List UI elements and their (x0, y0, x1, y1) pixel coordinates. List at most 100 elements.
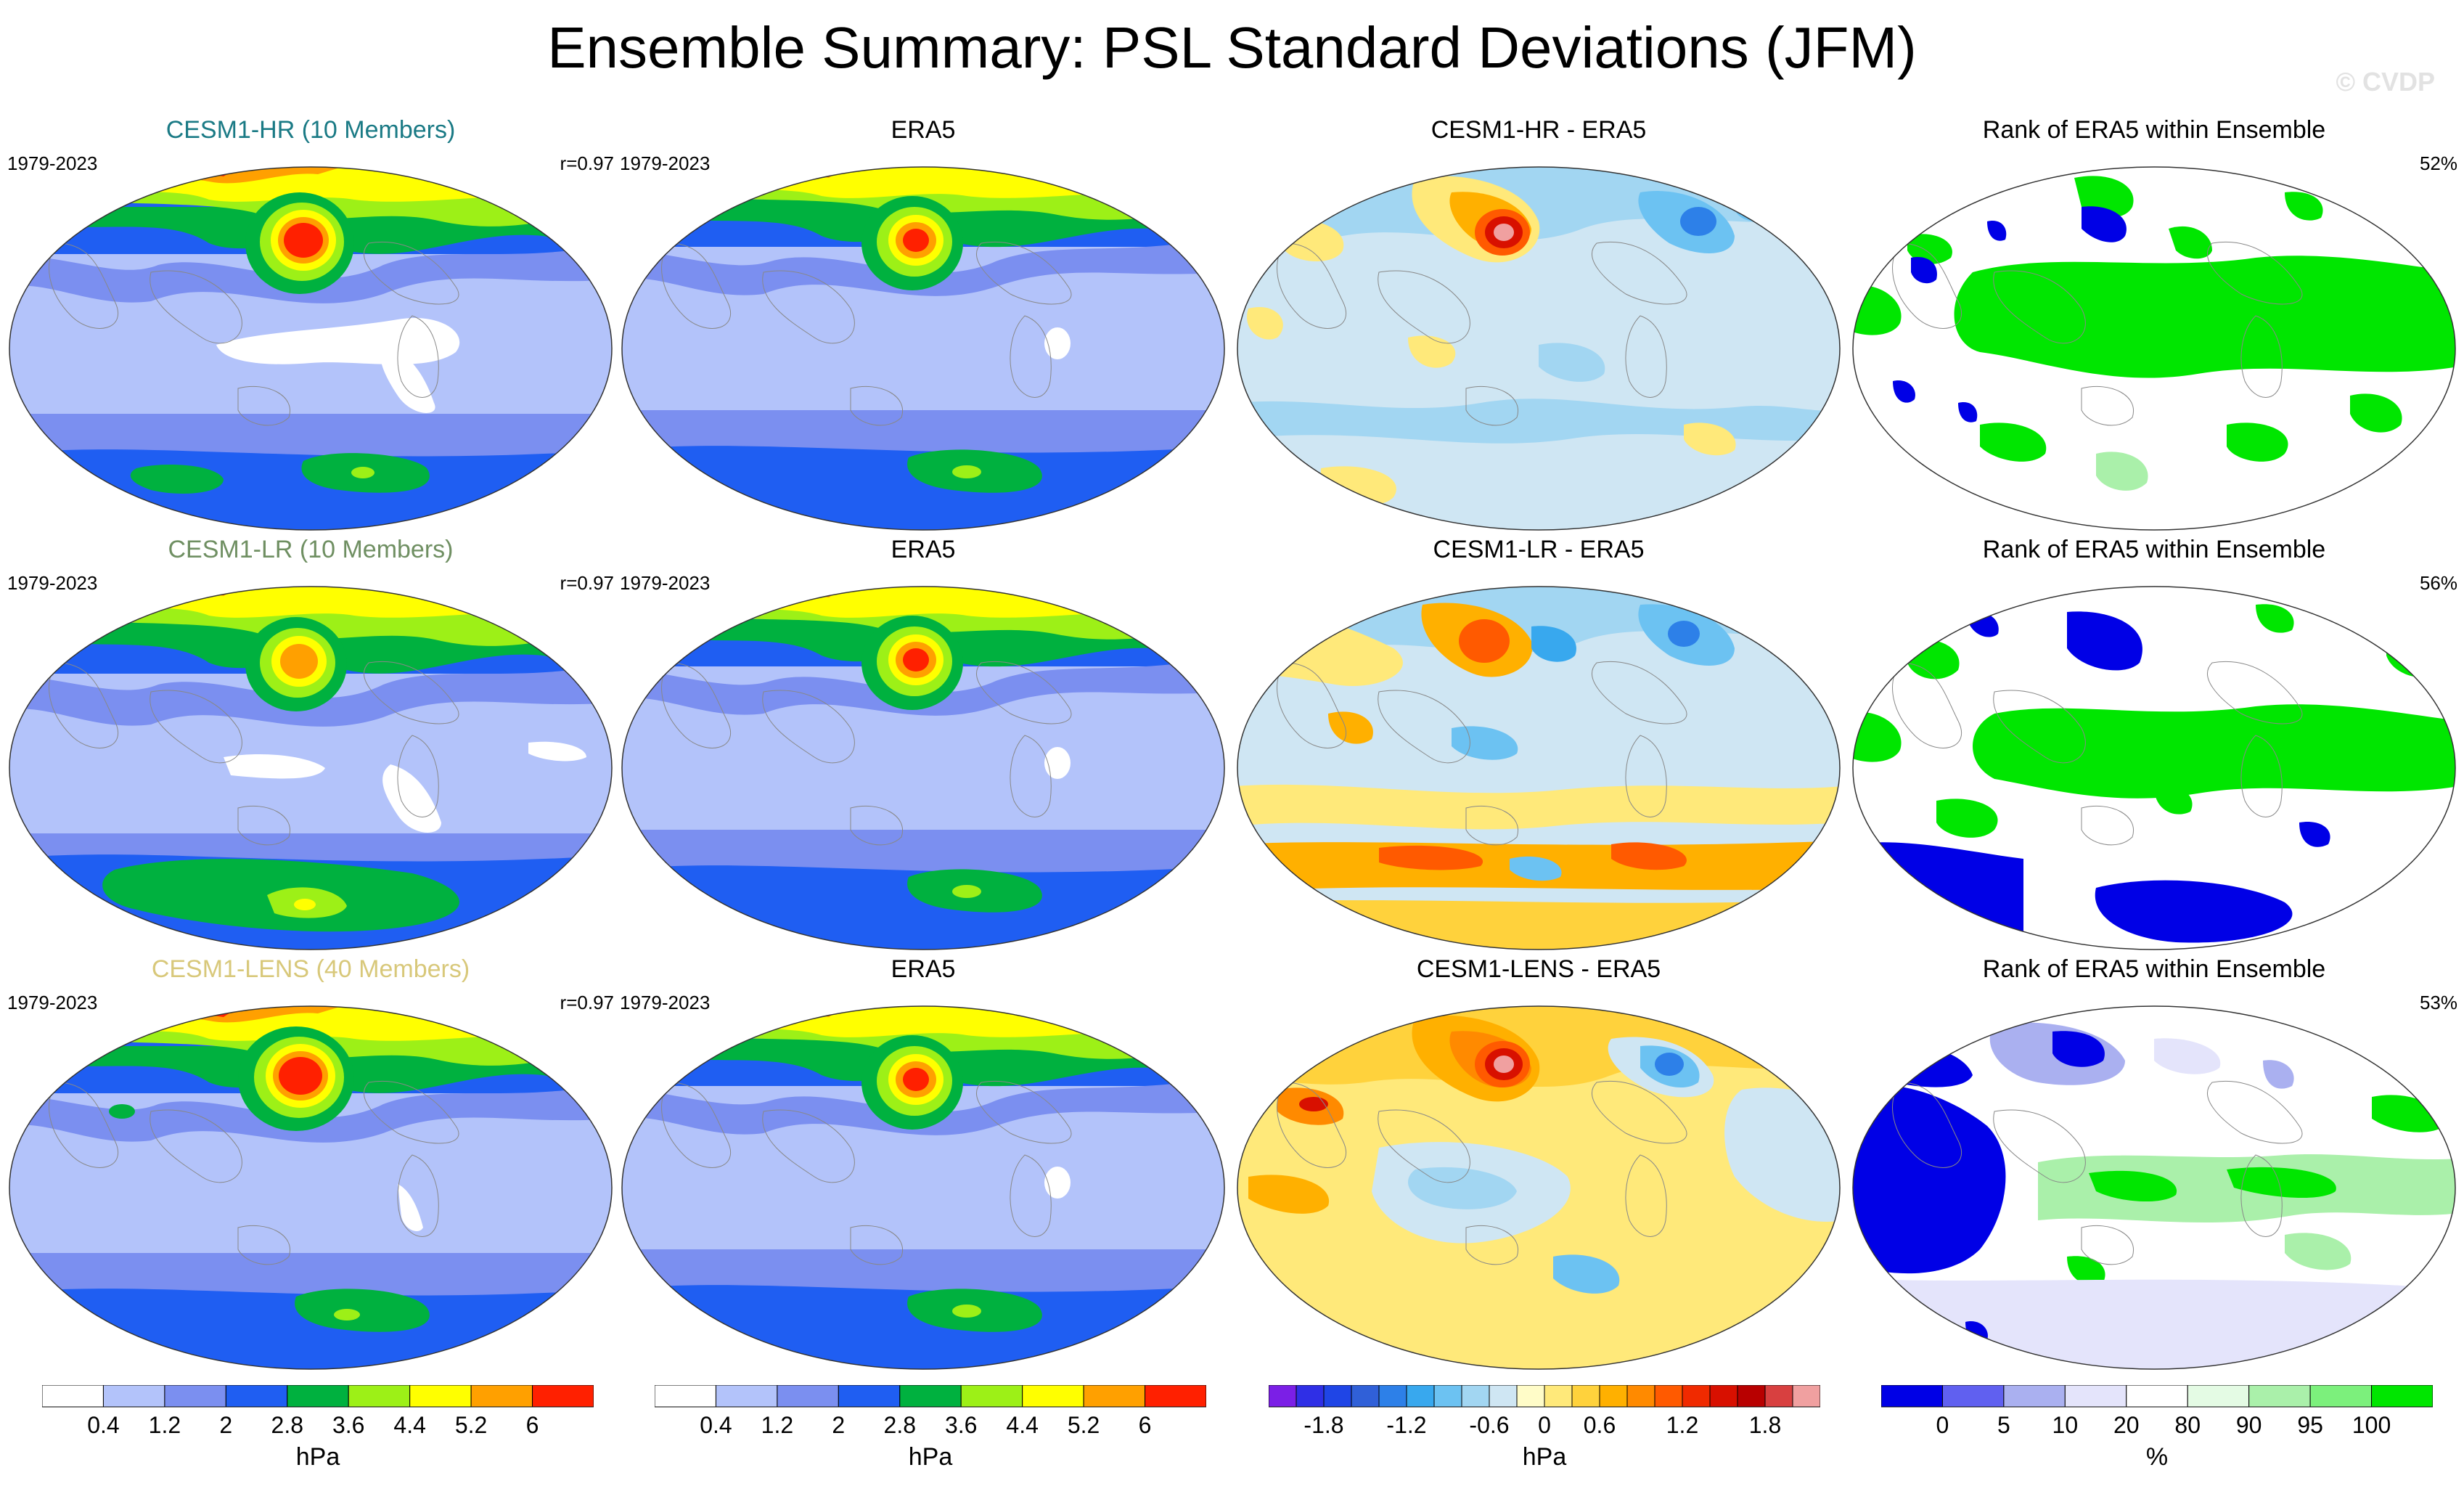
panel-title: CESM1-LENS - ERA5 (1416, 955, 1661, 983)
colorbar-swatch (1792, 1385, 1820, 1408)
difference-map (1237, 1005, 1841, 1370)
panel-rank-lens: Rank of ERA5 within Ensemble 53% (1849, 955, 2459, 1373)
colorbar-tick-label: 5 (1997, 1412, 2010, 1438)
colorbar-tick-label: 80 (2174, 1412, 2201, 1438)
panel-years: 1979-2023 (7, 992, 98, 1013)
panel-model-lens: CESM1-LENS (40 Members) 1979-2023 r=0.97 (6, 955, 615, 1373)
colorbar-swatch (1516, 1385, 1545, 1408)
panel-diff-lr: CESM1-LR - ERA5 (1234, 536, 1843, 953)
colorbar-swatch (1269, 1385, 1297, 1408)
colorbar-diff: -1.8 -1.2 -0.6 0 0.6 1.2 1.8 hPa (1269, 1385, 1820, 1472)
colorbar-tick-label: 4.4 (393, 1412, 425, 1438)
rank-percent: 52% (2419, 152, 2457, 174)
colorbar-swatch (1296, 1385, 1325, 1408)
colorbar-swatch (1626, 1385, 1655, 1408)
panel-obs-1: ERA5 1979-2023 (618, 116, 1228, 534)
colorbar-swatch (102, 1385, 165, 1408)
colorbar-swatch (1323, 1385, 1352, 1408)
colorbar-swatch (1737, 1385, 1766, 1408)
colorbar-swatch (960, 1385, 1023, 1408)
cvdp-watermark: © CVDP (2336, 67, 2435, 97)
colorbar-swatch (715, 1385, 778, 1408)
panel-rank-hr: Rank of ERA5 within Ensemble 52% (1849, 116, 2459, 534)
colorbar-tick-label: 1.2 (1666, 1412, 1698, 1438)
colorbar-swatch (1881, 1385, 1943, 1408)
panel-title: ERA5 (891, 536, 956, 563)
colorbar-swatch (1378, 1385, 1407, 1408)
panel-years: 1979-2023 (7, 152, 98, 174)
colorbar-tick-label: 5.2 (1068, 1412, 1100, 1438)
colorbar-swatch (287, 1385, 349, 1408)
colorbar-swatch (532, 1385, 594, 1408)
colorbar-swatch (1022, 1385, 1084, 1408)
colorbar-std-1: 0.4 1.2 2 2.8 3.6 4.4 5.2 6 hPa (42, 1385, 594, 1472)
colorbar-swatch (1764, 1385, 1793, 1408)
colorbar-swatch (1406, 1385, 1435, 1408)
colorbar-graphic: 0 5 10 20 80 90 95 100 (1881, 1385, 2433, 1438)
colorbar-tick-label: 2 (219, 1412, 232, 1438)
colorbar-swatch (1083, 1385, 1146, 1408)
rank-percent: 56% (2419, 572, 2457, 594)
colorbar-unit: hPa (295, 1443, 340, 1471)
colorbar-graphic: 0.4 1.2 2 2.8 3.6 4.4 5.2 6 (655, 1385, 1206, 1438)
pattern-correlation: r=0.97 (560, 992, 614, 1013)
colorbar-tick-label: 0.6 (1584, 1412, 1616, 1438)
colorbar-unit: hPa (1522, 1443, 1567, 1471)
colorbar-rank: 0 5 10 20 80 90 95 100 % (1881, 1385, 2433, 1472)
colorbar-tick-label: -0.6 (1469, 1412, 1509, 1438)
colorbar-swatch (838, 1385, 901, 1408)
colorbar-swatch (2126, 1385, 2188, 1408)
colorbar-swatch (2003, 1385, 2066, 1408)
colorbar-swatch (42, 1385, 104, 1408)
std-map (621, 1005, 1225, 1370)
colorbar-tick-label: 1.8 (1749, 1412, 1781, 1438)
std-map (9, 586, 613, 950)
panel-rank-lr: Rank of ERA5 within Ensemble 56% (1849, 536, 2459, 953)
panel-obs-2: ERA5 1979-2023 (618, 536, 1228, 953)
panel-title: Rank of ERA5 within Ensemble (1982, 116, 2326, 144)
panel-years: 1979-2023 (620, 152, 711, 174)
colorbar-swatch (899, 1385, 962, 1408)
rank-map (1852, 586, 2456, 950)
colorbar-swatch (1682, 1385, 1711, 1408)
colorbar-swatch (655, 1385, 716, 1408)
colorbar-swatch (1461, 1385, 1490, 1408)
colorbar-swatch (1654, 1385, 1683, 1408)
panel-title: CESM1-HR - ERA5 (1430, 116, 1647, 144)
difference-map (1237, 166, 1841, 531)
colorbar-tick-label: 1.2 (761, 1412, 793, 1438)
rank-map (1852, 1005, 2456, 1370)
colorbar-unit: % (2145, 1443, 2169, 1471)
panel-title: ERA5 (891, 955, 956, 983)
panel-title: CESM1-LR (10 Members) (168, 536, 454, 563)
pattern-correlation: r=0.97 (560, 152, 614, 174)
colorbar-tick-label: 2 (832, 1412, 845, 1438)
colorbar-tick-label: 2.8 (271, 1412, 303, 1438)
colorbar-std-2: 0.4 1.2 2 2.8 3.6 4.4 5.2 6 hPa (655, 1385, 1206, 1472)
colorbar-tick-label: 6 (1139, 1412, 1152, 1438)
panel-title: ERA5 (891, 116, 956, 144)
panel-years: 1979-2023 (620, 992, 711, 1013)
colorbar-tick-label: 0.4 (87, 1412, 119, 1438)
colorbar-swatch (1941, 1385, 2005, 1408)
colorbar-tick-label: 2.8 (884, 1412, 916, 1438)
colorbar-swatch (225, 1385, 288, 1408)
colorbar-tick-label: -1.8 (1303, 1412, 1343, 1438)
colorbar-tick-label: 6 (526, 1412, 539, 1438)
colorbar-tick-label: 0.4 (700, 1412, 732, 1438)
panel-title: CESM1-LR - ERA5 (1433, 536, 1645, 563)
colorbar-tick-label: 95 (2297, 1412, 2323, 1438)
colorbar-swatch (1599, 1385, 1628, 1408)
pattern-correlation: r=0.97 (560, 572, 614, 594)
colorbar-swatch (2064, 1385, 2127, 1408)
colorbar-swatch (1433, 1385, 1462, 1408)
colorbar-tick-label: 5.2 (455, 1412, 487, 1438)
colorbar-swatch (777, 1385, 839, 1408)
colorbar-swatch (1571, 1385, 1600, 1408)
colorbar-swatch (2248, 1385, 2311, 1408)
difference-map (1237, 586, 1841, 950)
panel-diff-hr: CESM1-HR - ERA5 (1234, 116, 1843, 534)
colorbar-swatch (1351, 1385, 1380, 1408)
colorbar-tick-label: -1.2 (1386, 1412, 1426, 1438)
colorbar-swatch (470, 1385, 533, 1408)
